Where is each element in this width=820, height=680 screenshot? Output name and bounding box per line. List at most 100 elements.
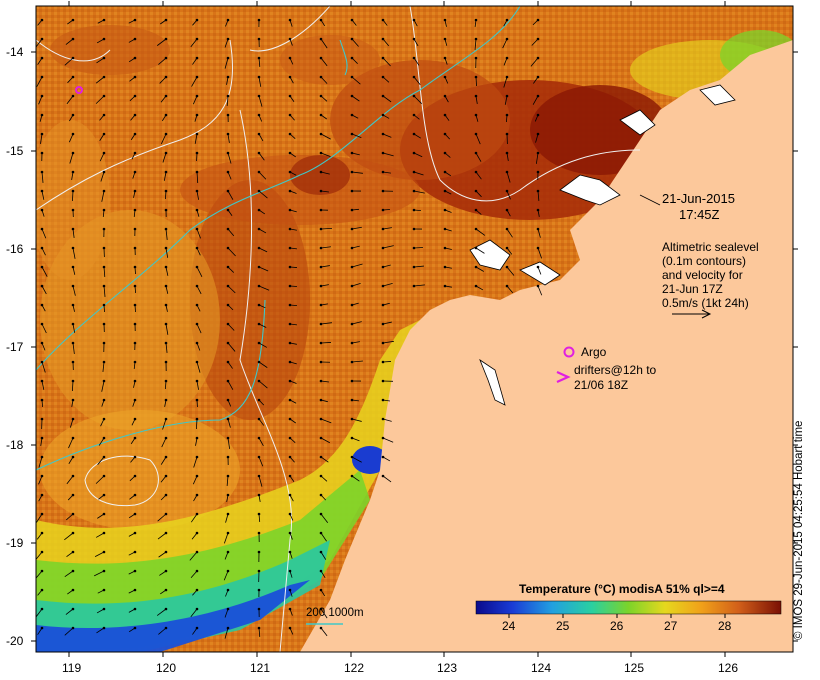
- land-kimberley: [300, 6, 793, 652]
- velocity-arrow-origin: [443, 113, 447, 117]
- argo-float-marker: [75, 86, 83, 94]
- velocity-arrow-origin: [257, 474, 261, 478]
- velocity-arrow-origin: [288, 436, 292, 440]
- velocity-arrow-origin: [40, 550, 44, 554]
- velocity-arrow-origin: [226, 322, 230, 326]
- velocity-arrow-origin: [350, 94, 354, 98]
- velocity-arrow: [258, 437, 264, 447]
- velocity-arrow: [537, 190, 540, 201]
- velocity-arrow-origin: [536, 18, 540, 22]
- velocity-arrow: [227, 171, 232, 180]
- velocity-arrow-origin: [133, 341, 137, 345]
- velocity-arrow-origin: [133, 265, 137, 269]
- velocity-arrow: [227, 247, 236, 257]
- velocity-arrow-origin: [40, 227, 44, 231]
- velocity-arrow-origin: [71, 132, 75, 136]
- velocity-arrow-origin: [505, 113, 509, 117]
- velocity-arrow-origin: [102, 170, 106, 174]
- velocity-arrow-origin: [164, 265, 168, 269]
- velocity-arrow: [258, 266, 269, 272]
- velocity-arrow: [191, 532, 198, 540]
- velocity-arrow: [474, 38, 477, 50]
- velocity-arrow: [258, 57, 261, 67]
- velocity-arrow-origin: [381, 246, 385, 250]
- velocity-arrow-origin: [40, 303, 44, 307]
- velocity-arrow: [506, 190, 511, 200]
- velocity-arrow: [224, 38, 229, 48]
- velocity-arrow-origin: [350, 398, 354, 402]
- velocity-arrow-origin: [71, 189, 75, 193]
- velocity-arrow-origin: [319, 303, 323, 307]
- velocity-arrow-origin: [536, 170, 540, 174]
- velocity-arrow-origin: [102, 18, 106, 22]
- velocity-arrow: [64, 627, 74, 636]
- velocity-arrow-origin: [195, 94, 199, 98]
- velocity-arrow: [159, 76, 167, 84]
- argo-legend-marker: [563, 346, 575, 358]
- velocity-arrow-origin: [102, 132, 106, 136]
- velocity-arrow: [227, 228, 235, 237]
- velocity-arrow-origin: [536, 132, 540, 136]
- velocity-arrow: [102, 361, 105, 372]
- velocity-arrow-origin: [536, 265, 540, 269]
- velocity-arrow-origin: [505, 151, 509, 155]
- velocity-arrow: [351, 133, 362, 138]
- velocity-arrow-origin: [164, 493, 168, 497]
- velocity-arrow-origin: [71, 303, 75, 307]
- velocity-arrow-origin: [102, 512, 106, 516]
- colorbar-tick-25: 25: [556, 619, 570, 633]
- velocity-arrow-origin: [133, 512, 137, 516]
- velocity-arrow: [157, 532, 167, 540]
- velocity-arrow: [95, 76, 105, 84]
- velocity-arrow-origin: [505, 227, 509, 231]
- velocity-arrow: [72, 266, 76, 275]
- velocity-arrow-origin: [102, 208, 106, 212]
- velocity-arrow: [103, 285, 106, 297]
- velocity-arrow-origin: [319, 417, 323, 421]
- argo-label: Argo: [581, 345, 607, 359]
- velocity-arrow-origin: [350, 75, 354, 79]
- velocity-arrow: [36, 608, 43, 618]
- velocity-arrow-origin: [257, 436, 261, 440]
- velocity-arrow-origin: [133, 37, 137, 41]
- velocity-arrow-origin: [133, 75, 137, 79]
- velocity-arrow-origin: [133, 284, 137, 288]
- velocity-arrow-origin: [288, 626, 292, 630]
- velocity-arrow: [413, 284, 425, 287]
- velocity-arrow-origin: [288, 569, 292, 573]
- velocity-arrow-origin: [536, 151, 540, 155]
- velocity-arrow-origin: [164, 341, 168, 345]
- velocity-arrow: [382, 227, 392, 230]
- velocity-arrow-origin: [288, 246, 292, 250]
- velocity-arrow-origin: [71, 417, 75, 421]
- velocity-arrow-origin: [381, 455, 385, 459]
- velocity-arrow: [190, 608, 198, 618]
- velocity-arrow-origin: [164, 531, 168, 535]
- velocity-arrow-origin: [319, 493, 323, 497]
- velocity-arrow-origin: [257, 512, 261, 516]
- velocity-arrow: [320, 284, 329, 287]
- velocity-arrow: [66, 551, 74, 557]
- altimetry-line-5: 0.5m/s (1kt 24h): [662, 296, 749, 310]
- velocity-arrow: [165, 323, 169, 335]
- colorbar-tick-26: 26: [610, 619, 624, 633]
- velocity-arrow-origin: [226, 170, 230, 174]
- velocity-arrow-origin: [350, 341, 354, 345]
- velocity-arrow-origin: [40, 322, 44, 326]
- velocity-arrow: [65, 38, 74, 45]
- velocity-arrow-origin: [412, 132, 416, 136]
- velocity-arrow: [67, 76, 74, 84]
- velocity-arrow: [351, 437, 360, 442]
- velocity-arrow-origin: [474, 246, 478, 250]
- axis-ticks: [31, 1, 798, 657]
- velocity-arrow: [530, 57, 539, 67]
- velocity-arrow: [95, 475, 105, 484]
- velocity-arrow: [320, 475, 328, 482]
- lat-tick-16: -16: [6, 242, 24, 256]
- velocity-arrow-origin: [381, 341, 385, 345]
- velocity-arrow: [258, 361, 268, 368]
- velocity-arrow-origin: [505, 18, 509, 22]
- velocity-arrow: [72, 285, 76, 296]
- velocity-arrow: [224, 551, 229, 560]
- velocity-arrow: [196, 342, 201, 351]
